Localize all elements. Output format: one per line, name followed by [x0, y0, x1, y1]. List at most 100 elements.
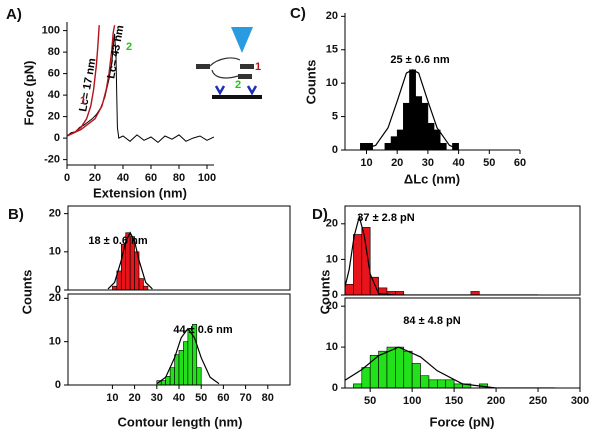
y-tick-label: 10	[326, 253, 338, 265]
annotation: 44 ± 0.6 nm	[173, 324, 232, 336]
x-tick-label: 80	[262, 392, 274, 404]
y-tick-label: 20	[49, 292, 61, 304]
y-tick-label: 20	[49, 208, 61, 220]
fit-curve	[345, 346, 555, 388]
x-tick-label: 40	[173, 392, 185, 404]
bar	[433, 129, 441, 151]
x-tick-label: 40	[117, 172, 129, 184]
bar	[165, 376, 171, 386]
x-tick-label: 300	[571, 395, 589, 407]
y-tick-label: 60	[48, 68, 60, 80]
bar	[353, 234, 363, 296]
fit-curve	[156, 327, 220, 385]
y-tick-label: 0	[55, 379, 61, 391]
x-tick-label: 80	[173, 172, 185, 184]
bar	[361, 367, 371, 389]
protein-block	[240, 64, 254, 69]
protein-block	[238, 74, 252, 79]
x-tick-label: 30	[151, 392, 163, 404]
bar	[421, 102, 429, 151]
annotation: 84 ± 4.8 pN	[403, 315, 460, 327]
fit-curve	[345, 214, 538, 295]
x-tick-label: 60	[145, 172, 157, 184]
x-tick-label: 10	[360, 157, 372, 169]
bar	[445, 379, 455, 389]
bar	[439, 143, 447, 151]
x-tick-label: 50	[364, 395, 376, 407]
data-line	[67, 33, 214, 144]
bar	[409, 69, 416, 151]
bar	[403, 102, 410, 151]
y-tick-label: 10	[49, 246, 61, 258]
substrate	[212, 95, 262, 99]
y-tick-label: 10	[326, 77, 338, 89]
y-tick-label: -20	[44, 154, 60, 166]
y-axis-label: Counts	[19, 270, 34, 315]
x-tick-label: 20	[89, 172, 101, 184]
y-tick-label: 20	[326, 300, 338, 312]
annotation: 1	[255, 61, 261, 73]
x-tick-label: 20	[391, 157, 403, 169]
data-line	[67, 25, 116, 137]
x-tick-label: 0	[64, 172, 70, 184]
x-axis-label: Extension (nm)	[93, 185, 187, 200]
y-tick-label: 0	[332, 289, 338, 301]
bar	[453, 383, 463, 389]
y-tick-label: 0	[332, 382, 338, 394]
x-tick-label: 20	[128, 392, 140, 404]
cantilever	[231, 27, 253, 53]
bar	[344, 284, 354, 296]
x-tick-label: 150	[445, 395, 463, 407]
bar	[420, 375, 430, 389]
bar	[378, 350, 388, 389]
bar	[138, 278, 144, 291]
fit-curve	[360, 69, 459, 150]
panel-label: D)	[312, 206, 328, 223]
x-tick-label: 40	[452, 157, 464, 169]
annotation: 2	[235, 79, 241, 91]
bar	[353, 383, 363, 389]
x-tick-label: 70	[239, 392, 251, 404]
y-tick-label: 40	[48, 89, 60, 101]
y-tick-label: 20	[48, 111, 60, 123]
y-tick-label: 0	[54, 132, 60, 144]
bar	[411, 363, 421, 389]
x-tick-label: 50	[195, 392, 207, 404]
y-tick-label: 10	[326, 341, 338, 353]
x-tick-label: 250	[529, 395, 547, 407]
y-tick-label: 5	[332, 110, 338, 122]
fit-curve	[107, 231, 153, 290]
bar	[369, 276, 379, 296]
y-tick-label: 100	[42, 25, 60, 37]
bar	[369, 354, 379, 389]
y-axis-label: Force (pN)	[21, 61, 36, 126]
bar	[143, 285, 149, 291]
annotation: 37 ± 2.8 pN	[357, 212, 414, 224]
bar	[390, 136, 398, 151]
y-axis-label: Counts	[317, 270, 332, 315]
bar	[361, 227, 371, 296]
bar	[169, 367, 175, 386]
x-axis-label: Contour length (nm)	[118, 414, 243, 429]
y-tick-label: 80	[48, 46, 60, 58]
bar	[174, 354, 180, 386]
x-tick-label: 100	[198, 172, 216, 184]
linker	[214, 85, 258, 96]
annotation: 1	[80, 95, 86, 107]
bar	[437, 379, 447, 389]
bar	[395, 346, 405, 389]
bar	[384, 143, 392, 151]
bar	[428, 379, 438, 389]
bar	[196, 367, 202, 386]
bar	[415, 96, 423, 151]
panel-label: A)	[6, 6, 22, 23]
annotation: 18 ± 0.6 nm	[88, 235, 147, 247]
y-tick-label: 0	[55, 284, 61, 296]
y-tick-label: 20	[326, 218, 338, 230]
inset-schematic	[196, 27, 262, 99]
bar	[183, 341, 189, 386]
x-tick-label: 100	[403, 395, 421, 407]
x-axis-label: Force (pN)	[430, 414, 495, 429]
x-tick-label: 200	[487, 395, 505, 407]
